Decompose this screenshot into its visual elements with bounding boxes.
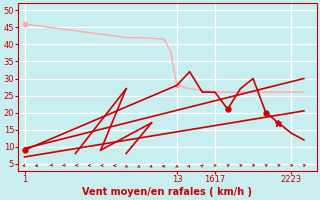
X-axis label: Vent moyen/en rafales ( km/h ): Vent moyen/en rafales ( km/h )	[82, 187, 252, 197]
